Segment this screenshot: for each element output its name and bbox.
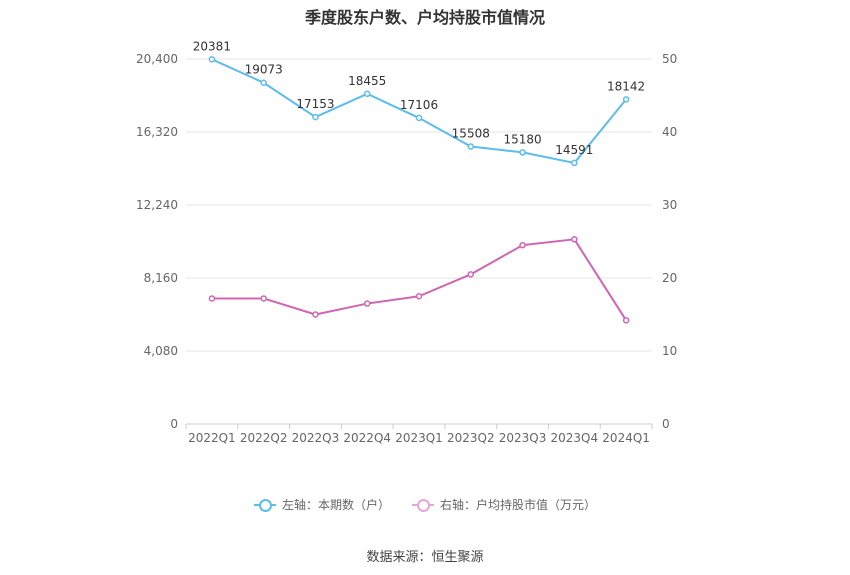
data-point-avg-holding bbox=[571, 236, 578, 243]
y-left-tick-label: 8,160 bbox=[144, 271, 178, 285]
x-tick-label: 2022Q1 bbox=[188, 431, 236, 445]
x-tick-label: 2023Q4 bbox=[551, 431, 599, 445]
data-point-avg-holding bbox=[363, 300, 371, 307]
legend-label-households: 左轴：本期数（户） bbox=[281, 498, 390, 512]
chart-title: 季度股东户数、户均持股市值情况 bbox=[304, 8, 545, 27]
legend-label-avg-holding: 右轴：户均持股市值（万元） bbox=[440, 498, 597, 512]
data-label: 18142 bbox=[607, 79, 645, 93]
data-label: 14591 bbox=[555, 143, 593, 157]
data-label: 15508 bbox=[452, 127, 490, 141]
y-left-tick-label: 12,240 bbox=[136, 198, 178, 212]
data-point-households bbox=[312, 113, 319, 121]
data-label: 19073 bbox=[245, 63, 283, 77]
data-point-avg-holding bbox=[260, 295, 267, 302]
data-point-avg-holding bbox=[467, 271, 475, 278]
data-label: 18455 bbox=[348, 74, 386, 88]
data-label: 17106 bbox=[400, 98, 438, 112]
y-right-tick-label: 40 bbox=[662, 125, 677, 139]
y-left-tick-label: 20,400 bbox=[136, 52, 178, 66]
data-point-avg-holding bbox=[415, 293, 423, 300]
y-right-tick-label: 0 bbox=[662, 417, 670, 431]
data-point-households bbox=[467, 143, 475, 150]
x-tick-label: 2024Q1 bbox=[602, 431, 650, 445]
x-tick-label: 2022Q2 bbox=[240, 431, 288, 445]
y-left-tick-label: 4,080 bbox=[144, 344, 178, 358]
x-tick-label: 2023Q3 bbox=[499, 431, 547, 445]
data-point-households bbox=[363, 90, 371, 98]
data-source: 数据来源：恒生聚源 bbox=[366, 550, 484, 565]
legend-item-households[interactable]: 左轴：本期数（户） bbox=[253, 496, 390, 513]
y-left-tick-label: 0 bbox=[170, 417, 178, 431]
x-tick-label: 2022Q4 bbox=[343, 431, 391, 445]
data-point-households bbox=[519, 149, 526, 156]
x-tick-label: 2023Q1 bbox=[395, 431, 443, 445]
data-label: 20381 bbox=[193, 39, 231, 53]
data-point-avg-holding bbox=[312, 311, 319, 318]
data-point-households bbox=[415, 114, 423, 122]
chart-legend: 左轴：本期数（户） 右轴：户均持股市值（万元） bbox=[0, 496, 850, 513]
x-tick-label: 2023Q2 bbox=[447, 431, 495, 445]
data-label: 17153 bbox=[296, 97, 334, 111]
data-point-avg-holding bbox=[519, 241, 526, 249]
y-right-tick-label: 30 bbox=[662, 198, 677, 212]
data-label: 15180 bbox=[503, 132, 541, 146]
y-right-tick-label: 10 bbox=[662, 344, 677, 358]
data-point-households bbox=[260, 79, 267, 86]
legend-item-avg-holding[interactable]: 右轴：户均持股市值（万元） bbox=[412, 496, 596, 513]
legend-marker-households bbox=[253, 498, 276, 512]
y-left-tick-label: 16,320 bbox=[136, 125, 178, 139]
y-right-tick-label: 20 bbox=[662, 271, 677, 285]
x-tick-label: 2022Q3 bbox=[292, 431, 340, 445]
data-point-households bbox=[622, 96, 630, 103]
data-point-avg-holding bbox=[208, 295, 216, 302]
legend-marker-avg-holding bbox=[412, 498, 434, 512]
series-line-avg-holding bbox=[211, 238, 627, 321]
y-right-tick-label: 50 bbox=[662, 52, 677, 66]
data-point-avg-holding bbox=[622, 317, 630, 324]
data-point-households bbox=[208, 56, 216, 63]
data-point-households bbox=[571, 159, 578, 167]
